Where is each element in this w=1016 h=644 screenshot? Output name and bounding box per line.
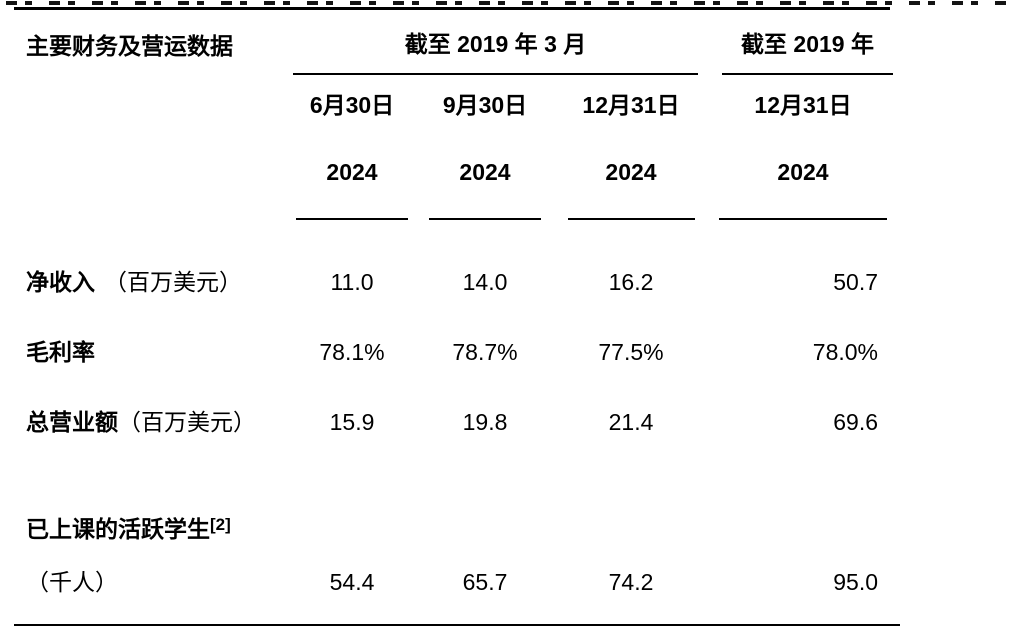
row-active-students-label-line: 已上课的活跃学生[2] (14, 501, 900, 557)
column-group-year: 截至 2019 年 (706, 10, 900, 75)
row-gross-margin-label: 毛利率 (14, 317, 290, 387)
cell-net-revenue-q3: 16.2 (608, 269, 654, 295)
empty-header-cell (14, 75, 290, 220)
row-gross-margin: 毛利率 78.1% 78.7% 77.5% 78.0% (14, 317, 900, 387)
column-header-2: 9月30日 2024 (414, 75, 556, 220)
column-2-underline (429, 218, 541, 220)
cell-gross-billings-fy: 69.6 (833, 409, 879, 435)
spacer-row (14, 220, 900, 247)
footnote-marker: [2] (210, 515, 231, 534)
cell-gross-billings-q1: 15.9 (329, 409, 375, 435)
cropped-text-fragments (6, 1, 1010, 5)
table-top-rule (14, 7, 890, 10)
cell-gross-margin-q3: 77.5% (598, 339, 664, 365)
row-active-students-unit: （千人） (26, 569, 118, 595)
column-group-year-label: 截至 2019 年 (722, 30, 894, 75)
column-3-date: 12月31日 (582, 92, 680, 118)
column-header-row: 6月30日 2024 9月30日 2024 12月31日 2024 12月31日… (14, 75, 900, 220)
cell-active-students-fy: 95.0 (833, 569, 879, 595)
row-label-text: 总营业额 (26, 409, 118, 435)
column-4-underline (719, 218, 888, 220)
column-2-date: 9月30日 (442, 92, 528, 118)
row-net-revenue-label: 净收入 （百万美元） (14, 247, 290, 317)
row-label-text: 毛利率 (26, 339, 95, 365)
cell-gross-billings-q2: 19.8 (462, 409, 508, 435)
column-4-year: 2024 (777, 159, 829, 185)
cell-active-students-q1: 54.4 (329, 569, 375, 595)
column-group-quarters: 截至 2019 年 3 月 (290, 10, 706, 75)
column-3-underline (567, 218, 695, 220)
spacer-row (14, 457, 900, 501)
cell-net-revenue-q1: 11.0 (330, 269, 374, 295)
row-active-students-label: 已上课的活跃学生[2] (14, 501, 900, 557)
row-label-text: 净收入 (26, 269, 95, 295)
column-4-date: 12月31日 (754, 92, 852, 118)
column-header-1: 6月30日 2024 (290, 75, 414, 220)
row-label-unit: （百万美元） (104, 269, 242, 295)
row-net-revenue: 净收入 （百万美元） 11.0 14.0 16.2 50.7 (14, 247, 900, 317)
cell-gross-margin-q2: 78.7% (452, 339, 518, 365)
column-header-3: 12月31日 2024 (556, 75, 706, 220)
column-1-underline (296, 218, 408, 220)
row-label-unit: （百万美元） (118, 409, 256, 435)
cell-gross-margin-fy: 78.0% (812, 339, 879, 365)
table-bottom-rule (14, 624, 900, 626)
cell-gross-billings-q3: 21.4 (608, 409, 654, 435)
group-header-row: 主要财务及营运数据 截至 2019 年 3 月 截至 2019 年 (14, 10, 900, 75)
cell-net-revenue-q2: 14.0 (462, 269, 508, 295)
row-active-students-values: （千人） 54.4 65.7 74.2 95.0 (14, 557, 900, 607)
table-title: 主要财务及营运数据 (26, 33, 233, 59)
row-gross-billings: 总营业额（百万美元） 15.9 19.8 21.4 69.6 (14, 387, 900, 457)
column-1-date: 6月30日 (309, 92, 395, 118)
table-title-cell: 主要财务及营运数据 (14, 10, 290, 75)
row-gross-billings-label: 总营业额（百万美元） (14, 387, 290, 457)
cell-gross-margin-q1: 78.1% (319, 339, 385, 365)
column-group-quarters-label: 截至 2019 年 3 月 (293, 30, 699, 75)
column-3-year: 2024 (605, 159, 657, 185)
cell-net-revenue-fy: 50.7 (833, 269, 879, 295)
financial-data-table: 主要财务及营运数据 截至 2019 年 3 月 截至 2019 年 6月30日 … (14, 10, 900, 607)
column-1-year: 2024 (326, 159, 378, 185)
column-header-4: 12月31日 2024 (706, 75, 900, 220)
cell-active-students-q2: 65.7 (462, 569, 508, 595)
column-2-year: 2024 (459, 159, 511, 185)
row-label-text: 已上课的活跃学生 (26, 516, 210, 542)
cell-active-students-q3: 74.2 (608, 569, 654, 595)
